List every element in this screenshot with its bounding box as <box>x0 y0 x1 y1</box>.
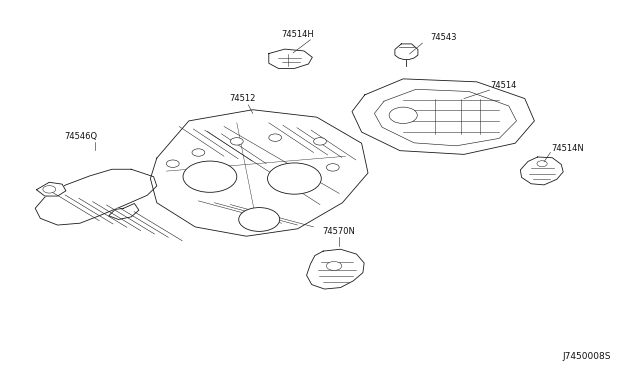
Polygon shape <box>269 49 312 68</box>
Polygon shape <box>520 157 563 185</box>
Text: 74514: 74514 <box>490 81 516 90</box>
Text: 74543: 74543 <box>430 33 456 42</box>
Circle shape <box>269 134 282 141</box>
Polygon shape <box>395 44 418 60</box>
Polygon shape <box>352 79 534 154</box>
Text: J7450008S: J7450008S <box>563 352 611 361</box>
Circle shape <box>183 161 237 192</box>
Text: 74570N: 74570N <box>322 227 355 236</box>
Text: 74514N: 74514N <box>551 144 584 153</box>
Circle shape <box>239 208 280 231</box>
Polygon shape <box>150 110 368 236</box>
Circle shape <box>326 164 339 171</box>
Circle shape <box>166 160 179 167</box>
Polygon shape <box>35 169 157 225</box>
Text: 74546Q: 74546Q <box>64 132 97 141</box>
Polygon shape <box>36 182 66 196</box>
Text: 74512: 74512 <box>229 94 255 103</box>
Circle shape <box>326 262 342 270</box>
Circle shape <box>268 163 321 194</box>
Circle shape <box>192 149 205 156</box>
Polygon shape <box>109 203 139 219</box>
Circle shape <box>314 138 326 145</box>
Circle shape <box>537 161 547 167</box>
Circle shape <box>230 138 243 145</box>
Polygon shape <box>374 89 516 146</box>
Text: 74514H: 74514H <box>282 30 314 39</box>
Polygon shape <box>307 249 364 289</box>
Circle shape <box>389 107 417 124</box>
Circle shape <box>43 186 56 193</box>
